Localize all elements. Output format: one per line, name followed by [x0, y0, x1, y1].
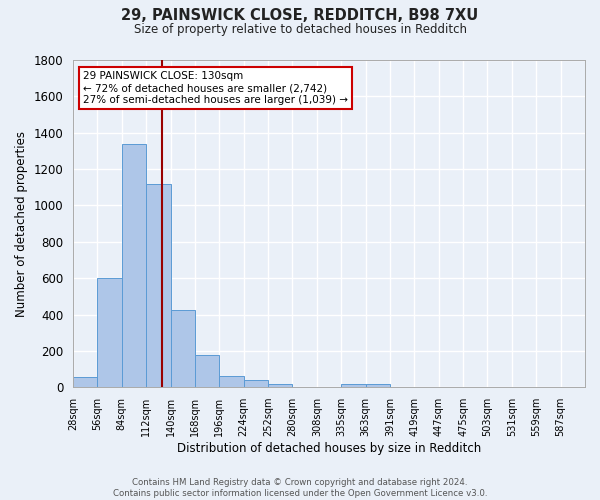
Bar	[220, 376, 244, 387]
Bar	[170, 310, 195, 387]
Text: Contains HM Land Registry data © Crown copyright and database right 2024.
Contai: Contains HM Land Registry data © Crown c…	[113, 478, 487, 498]
Bar	[146, 184, 170, 387]
Text: Size of property relative to detached houses in Redditch: Size of property relative to detached ho…	[133, 22, 467, 36]
Text: 29 PAINSWICK CLOSE: 130sqm
← 72% of detached houses are smaller (2,742)
27% of s: 29 PAINSWICK CLOSE: 130sqm ← 72% of deta…	[83, 72, 348, 104]
Bar	[97, 278, 122, 387]
X-axis label: Distribution of detached houses by size in Redditch: Distribution of detached houses by size …	[177, 442, 481, 455]
Y-axis label: Number of detached properties: Number of detached properties	[15, 130, 28, 316]
Bar	[244, 380, 268, 387]
Bar	[365, 384, 390, 387]
Bar	[73, 377, 97, 387]
Bar	[341, 384, 365, 387]
Text: 29, PAINSWICK CLOSE, REDDITCH, B98 7XU: 29, PAINSWICK CLOSE, REDDITCH, B98 7XU	[121, 8, 479, 22]
Bar	[122, 144, 146, 387]
Bar	[195, 356, 220, 387]
Bar	[268, 384, 292, 387]
